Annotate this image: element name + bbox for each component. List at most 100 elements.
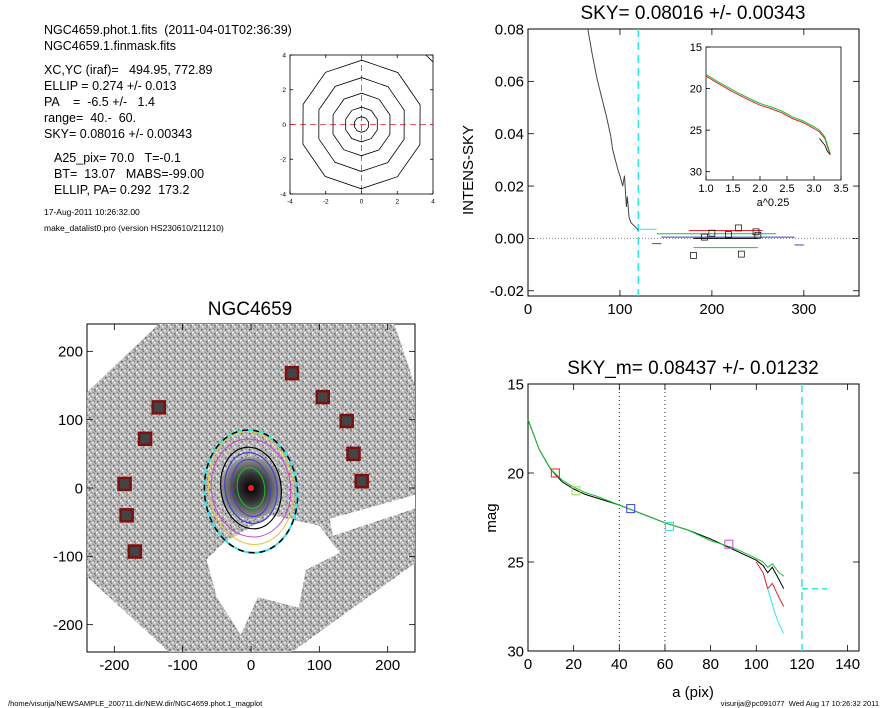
mag-xtick-label: 60 (657, 656, 674, 673)
inset-xtick-label: 1.0 (698, 183, 713, 195)
sky-box-marker (137, 431, 153, 447)
sky-box-marker (284, 365, 300, 381)
mag-ytick-label: 15 (507, 376, 524, 393)
contour-panel: -4 -2 0 2 4 -4 -2 0 2 4 (280, 52, 435, 205)
sky-frame (527, 28, 860, 297)
sky-box-marker (725, 231, 732, 238)
sky-xtick-label: 200 (699, 301, 724, 318)
sky-title: SKY= 0.08016 +/- 0.00343 (580, 3, 805, 24)
image-xtick-label: -200 (99, 657, 129, 674)
ellip-pa-value: ELLIP, PA= 0.292 173.2 (54, 183, 190, 197)
isophote-ellipse (236, 467, 266, 509)
mag-xtick-label: 20 (565, 656, 582, 673)
mag-title: SKY_m= 0.08437 +/- 0.01232 (567, 358, 818, 379)
sky-box-marker (735, 224, 742, 232)
contour-ytick-label: -4 (280, 191, 286, 198)
inset-xtick-label: 2.0 (752, 183, 767, 195)
inset-xlabel: a^0.25 (757, 197, 790, 209)
sky-box-marker (117, 476, 132, 492)
contour-ytick-label: 4 (282, 52, 286, 59)
center-coords: XC,YC (iraf)= 494.95, 772.89 (44, 63, 213, 77)
inset-xtick-label: 3.0 (806, 183, 821, 195)
mag-box-marker (571, 486, 581, 496)
inset-red-line (705, 75, 831, 156)
mag-xtick-label: 120 (789, 656, 814, 673)
program-version: make_datalist0.pro (version HS230610/211… (44, 223, 224, 233)
sky-panel: SKY= 0.08016 +/- 0.00343 INTENS-SKY a^0.… (460, 3, 860, 318)
contour-ytick-label: -2 (280, 157, 286, 164)
inset-ytick-label: 30 (690, 167, 702, 179)
image-mask-region (206, 515, 340, 635)
footer-user: visurija@pc091077 Wed Aug 17 10:26:32 20… (720, 699, 879, 708)
mag-box-marker (626, 504, 636, 514)
sky-box-marker (701, 233, 708, 241)
contour-xtick-label: 4 (431, 199, 435, 206)
image-mask-streak (329, 494, 415, 536)
mag-xtick-label: 100 (744, 656, 769, 673)
mag-panel: SKY_m= 0.08437 +/- 0.01232 mag a (pix) 0… (483, 358, 860, 701)
isophote-ellipse (231, 458, 271, 518)
bt-value: BT= 13.07 MABS=-99.00 (54, 167, 205, 181)
contour-corner (425, 54, 434, 63)
contour-level (318, 77, 405, 172)
mag-series-line (767, 588, 785, 634)
contour-xtick-label: -4 (287, 199, 293, 206)
mask-file-name: NGC4659.1.finmask.fits (44, 39, 176, 53)
sky-box-marker (754, 231, 762, 239)
contour-ytick-label: 0 (282, 122, 286, 129)
fit-range: range= 40.- 60. (44, 111, 137, 125)
inset-xtick-label: 1.5 (725, 183, 740, 195)
mag-xtick-label: 0 (524, 656, 532, 673)
sky-ellipse-dashed (203, 429, 299, 554)
sky-ytick-label: 0.04 (495, 126, 524, 143)
contour-ytick-label: 2 (282, 87, 286, 94)
sky-box-marker (354, 473, 369, 489)
mag-xtick-label: 140 (835, 656, 860, 673)
sky-box-marker (315, 389, 330, 405)
file-name: NGC4659.phot.1.fits (2011-04-01T02:36:39… (44, 23, 292, 37)
inset-xtick-label: 3.5 (833, 183, 848, 195)
contour-xtick-label: 0 (360, 199, 364, 206)
image-ytick-label: 100 (58, 412, 83, 429)
mag-series-line (527, 419, 785, 589)
image-ytick-label: -100 (53, 549, 83, 566)
contour-xtick-label: 2 (395, 199, 399, 206)
contour-xtick-label: -2 (323, 199, 329, 206)
contour-level (345, 106, 378, 143)
sky-xtick-label: 300 (791, 301, 816, 318)
image-xtick-label: 100 (307, 657, 332, 674)
inset-black-line (819, 138, 831, 155)
mag-xlabel: a (pix) (672, 684, 714, 701)
mag-xtick-label: 40 (611, 656, 628, 673)
image-ytick-label: 200 (58, 344, 83, 361)
sky-box-marker (346, 446, 361, 462)
inset-ytick-label: 25 (690, 125, 702, 137)
inset-green-line (705, 73, 831, 154)
sky-ytick-label: 0.00 (495, 231, 524, 248)
image-title: NGC4659 (208, 299, 293, 320)
contour-level (353, 116, 370, 133)
inset-frame (705, 46, 842, 181)
sky-xtick-label: 100 (607, 301, 632, 318)
contour-level (332, 92, 391, 157)
isophote-ellipse (207, 431, 295, 545)
mag-box-marker (665, 521, 675, 531)
mag-box-marker (724, 539, 734, 549)
inset-xtick-label: 2.5 (779, 183, 794, 195)
mag-series-line (527, 419, 785, 577)
image-xtick-label: -100 (168, 657, 198, 674)
sky-ylabel: INTENS-SKY (460, 125, 477, 215)
mag-box-marker (550, 468, 560, 478)
sky-ytick-label: -0.02 (490, 283, 524, 300)
inset-ytick-label: 20 (690, 84, 702, 96)
mag-frame (527, 383, 860, 652)
sky-profile-line (587, 28, 639, 231)
isophote-ellipse (210, 438, 292, 538)
a25-value: A25_pix= 70.0 T=-0.1 (54, 151, 181, 165)
ellipticity: ELLIP = 0.274 +/- 0.013 (44, 79, 177, 93)
sky-ytick-label: 0.06 (495, 74, 524, 91)
sky-box-marker (690, 252, 697, 259)
sky-value: SKY= 0.08016 +/- 0.00343 (44, 127, 193, 141)
sky-box-marker (752, 228, 760, 236)
image-ytick-label: -200 (53, 617, 83, 634)
